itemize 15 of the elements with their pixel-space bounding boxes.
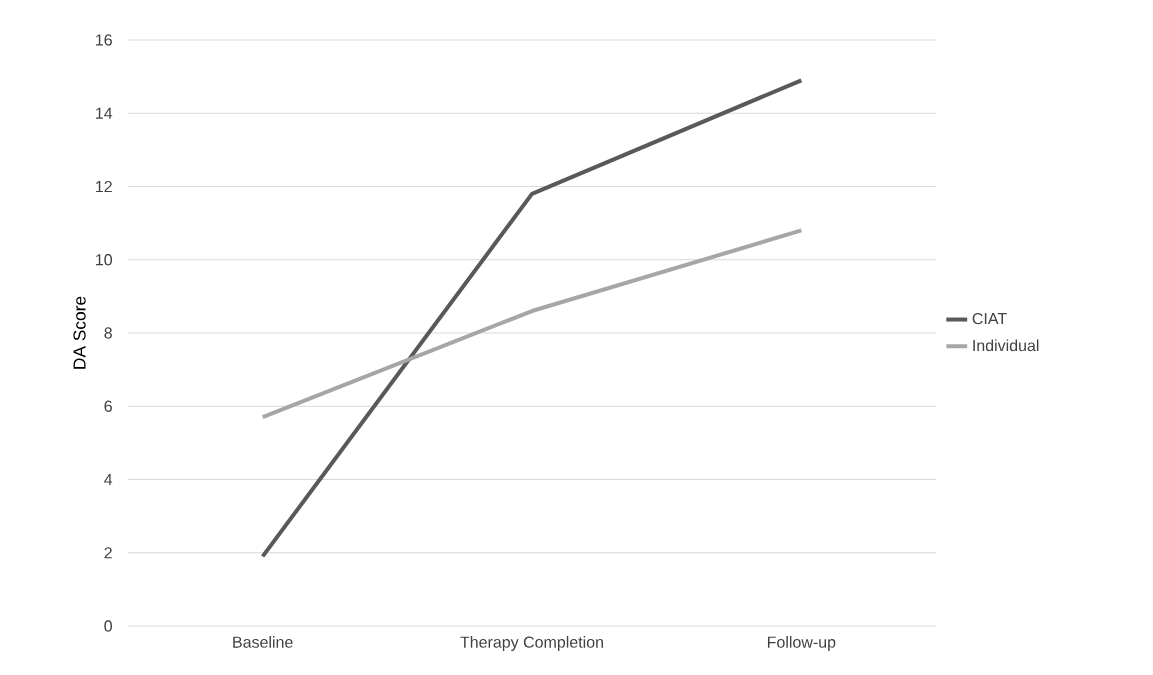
legend-label: CIAT — [972, 312, 1007, 325]
y-tick-label: 0 — [104, 620, 113, 632]
y-axis-title: DA Score — [73, 296, 86, 369]
y-tick-label: 10 — [96, 254, 112, 266]
legend-label: Individual — [973, 339, 1039, 352]
x-tick-label: Baseline — [233, 636, 293, 648]
y-tick-label: 8 — [104, 327, 112, 339]
y-tick-label: 16 — [96, 34, 112, 46]
x-tick-label: Therapy Completion — [460, 636, 603, 651]
y-tick-label: 4 — [104, 474, 113, 485]
y-tick-label: 12 — [96, 180, 112, 193]
y-tick-label: 2 — [104, 547, 112, 559]
y-tick-label: 6 — [104, 400, 112, 412]
x-tick-label: Follow-up — [767, 636, 836, 651]
y-tick-label: 14 — [96, 107, 113, 119]
